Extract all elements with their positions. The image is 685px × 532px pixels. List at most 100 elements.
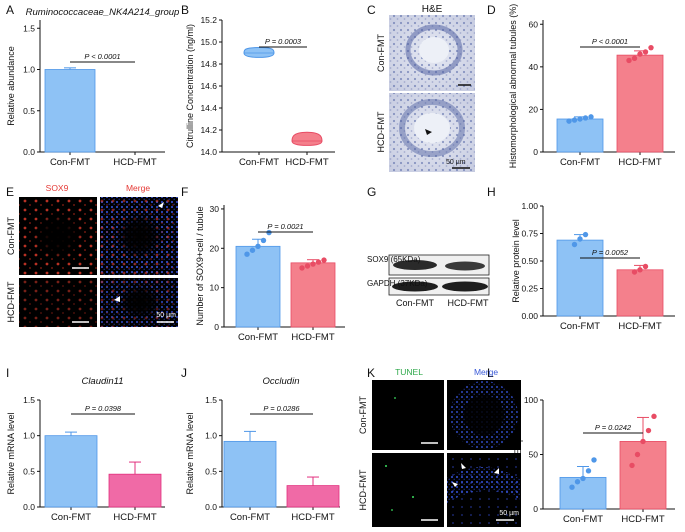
violin xyxy=(291,131,323,146)
chart-title: Ruminococcaceae_NK4A214_group xyxy=(26,7,180,18)
y-tick-label: 15.2 xyxy=(200,15,217,25)
bar xyxy=(44,435,98,508)
y-tick-label: 1.5 xyxy=(23,23,35,33)
y-tick-label: 0.0 xyxy=(205,502,217,512)
he-title: H&E xyxy=(422,4,443,15)
tunel-merge-con xyxy=(447,380,521,450)
tunel-col-title: TUNEL xyxy=(395,367,423,377)
panel-e-sox9: SOX9 Merge 50 µm Con xyxy=(6,183,178,327)
x-tick-label: HCD-FMT xyxy=(618,321,661,332)
data-point xyxy=(244,251,250,257)
p-value-label: P = 0.0398 xyxy=(85,404,122,413)
bar xyxy=(556,118,604,153)
panel-letters: A B C D E F G H I J K L xyxy=(6,3,496,380)
data-point xyxy=(631,269,638,275)
data-point xyxy=(299,265,305,271)
tunel-image-con xyxy=(372,380,444,450)
x-tick-label: HCD-FMT xyxy=(291,512,334,523)
x-tick-label: Con-FMT xyxy=(560,157,600,168)
x-tick-label: HCD-FMT xyxy=(113,512,156,523)
y-tick-label: 0 xyxy=(533,147,538,157)
data-point xyxy=(574,479,581,485)
panel-c-he: H&E 50 µm Con-FMT HCD-FMT xyxy=(376,4,475,172)
bar xyxy=(556,239,604,317)
data-point xyxy=(651,413,657,420)
data-point xyxy=(582,231,589,238)
y-axis-label: Relative protein level xyxy=(511,219,521,303)
violin xyxy=(243,46,275,58)
arrowhead-icon xyxy=(425,129,432,135)
y-tick-label: 30 xyxy=(210,204,220,214)
sox9-merge-hcd: 50 µm xyxy=(100,278,178,327)
y-tick-label: 1.5 xyxy=(205,395,217,405)
y-axis-label: Number of SOX9+cell / tubule xyxy=(195,206,205,325)
data-point xyxy=(321,257,327,263)
x-tick-label: Con-FMT xyxy=(50,157,90,168)
y-tick-label: 0.0 xyxy=(23,147,35,157)
he-scale-label: 50 µm xyxy=(446,159,466,166)
y-tick-label: 10 xyxy=(210,283,220,293)
data-point xyxy=(591,457,597,463)
bar xyxy=(235,245,281,328)
data-point xyxy=(648,44,654,51)
data-point xyxy=(626,57,632,64)
y-tick-label: 0.0 xyxy=(23,502,35,512)
bar xyxy=(223,440,277,508)
chart-i: 0.0 0.5 1.0 1.5 Con-FMT HCD-FMT Relative mRNA … xyxy=(6,376,165,523)
y-tick-label: 20 xyxy=(529,104,539,114)
y-tick-label: 0 xyxy=(214,322,219,332)
y-tick-label: 1.0 xyxy=(205,431,217,441)
y-axis-label: Histomorphological abnormal tubules (%) xyxy=(508,4,518,169)
x-tick-label: HCD-FMT xyxy=(618,157,661,168)
chart-b: 14.0 14.2 14.4 14.6 14.8 15.0 15.2 Con-FMT HCD-F… xyxy=(185,15,335,168)
data-point xyxy=(634,451,641,458)
panel-letter-j: J xyxy=(181,366,187,380)
data-point xyxy=(588,114,594,120)
y-tick-label: 14.4 xyxy=(200,103,217,113)
y-tick-label: 14.8 xyxy=(200,59,217,69)
he-image-hcd: 50 µm xyxy=(389,93,475,172)
sox9-image-con xyxy=(19,197,97,275)
tunel-merge-hcd: 50 µm xyxy=(447,453,521,527)
chart-title: Claudin11 xyxy=(81,376,123,387)
p-value-label: P = 0.0052 xyxy=(592,248,629,257)
y-tick-label: 1.0 xyxy=(23,431,35,441)
data-point xyxy=(642,49,649,55)
y-tick-label: 0 xyxy=(533,504,538,514)
panel-letter-i: I xyxy=(6,366,9,380)
data-point xyxy=(645,427,652,434)
band-label-gapdh: GAPDH (37KDa) xyxy=(367,279,428,288)
tunel-image-hcd xyxy=(372,453,444,527)
panel-letter-b: B xyxy=(181,3,189,17)
tunel-merge-title: Merge xyxy=(474,367,498,377)
data-point xyxy=(266,229,272,236)
data-point xyxy=(580,475,586,482)
chart-title: Occludin xyxy=(263,376,300,387)
y-tick-label: 0.25 xyxy=(521,284,538,294)
tunel-scale-label: 50 µm xyxy=(499,510,519,517)
y-tick-label: 14.0 xyxy=(200,147,217,157)
data-point xyxy=(260,237,267,244)
bar xyxy=(290,262,336,328)
y-tick-label: 1.00 xyxy=(521,201,538,211)
y-tick-label: 40 xyxy=(529,62,539,72)
x-tick-label: Con-FMT xyxy=(238,332,278,343)
x-tick-label: Con-FMT xyxy=(239,157,279,168)
sox9-row-con: Con-FMT xyxy=(6,216,16,255)
arrowhead-icon xyxy=(452,482,458,487)
data-point xyxy=(571,241,578,248)
sox9-row-hcd: HCD-FMT xyxy=(6,281,16,322)
bar xyxy=(44,69,96,153)
panel-g-western: SOX9 (65KDa) GAPDH (37KDa) Con-FMT HCD-F… xyxy=(367,254,490,308)
data-point xyxy=(571,117,578,123)
y-tick-label: 15.0 xyxy=(200,37,217,47)
y-tick-label: 0.5 xyxy=(23,466,35,476)
y-tick-label: 60 xyxy=(529,19,539,29)
data-point xyxy=(249,247,256,253)
bar xyxy=(616,269,664,317)
p-value-label: P = 0.0286 xyxy=(263,404,300,413)
y-tick-label: 1.0 xyxy=(23,65,35,75)
x-tick-label: HCD-FMT xyxy=(285,157,328,168)
